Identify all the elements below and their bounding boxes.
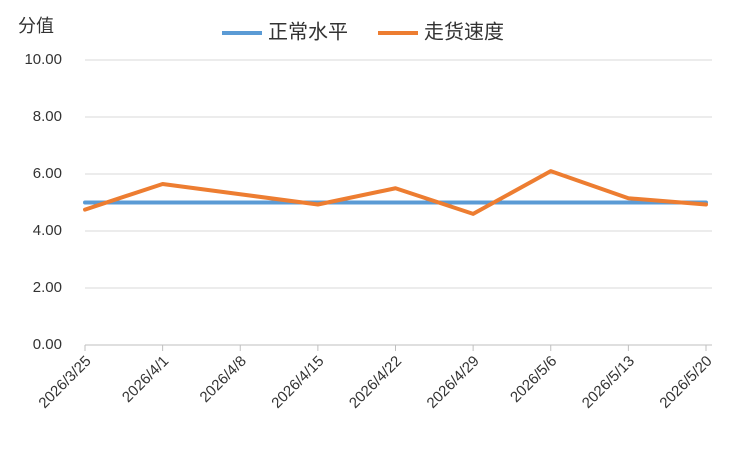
x-tick-label: 2026/5/20: [656, 353, 715, 412]
x-tick-label: 2026/3/25: [35, 353, 94, 412]
y-axis-label: 分值: [18, 16, 54, 37]
x-tick-label: 2026/4/15: [268, 353, 327, 412]
y-tick-label: 10.00: [24, 51, 62, 68]
legend-label: 正常水平: [268, 20, 348, 44]
x-tick-label: 2026/4/8: [197, 353, 250, 406]
x-tick-label: 2026/4/29: [424, 353, 483, 412]
y-tick-label: 6.00: [33, 165, 62, 182]
x-tick-label: 2026/5/6: [507, 353, 560, 406]
x-tick-label: 2026/4/22: [346, 353, 405, 412]
x-tick-label: 2026/5/13: [579, 353, 638, 412]
y-tick-label: 0.00: [33, 336, 62, 353]
y-tick-label: 4.00: [33, 222, 62, 239]
y-tick-label: 8.00: [33, 108, 62, 125]
series-line: [83, 169, 708, 216]
y-tick-label: 2.00: [33, 279, 62, 296]
legend-label: 走货速度: [424, 20, 504, 44]
x-tick-label: 2026/4/1: [119, 353, 172, 406]
